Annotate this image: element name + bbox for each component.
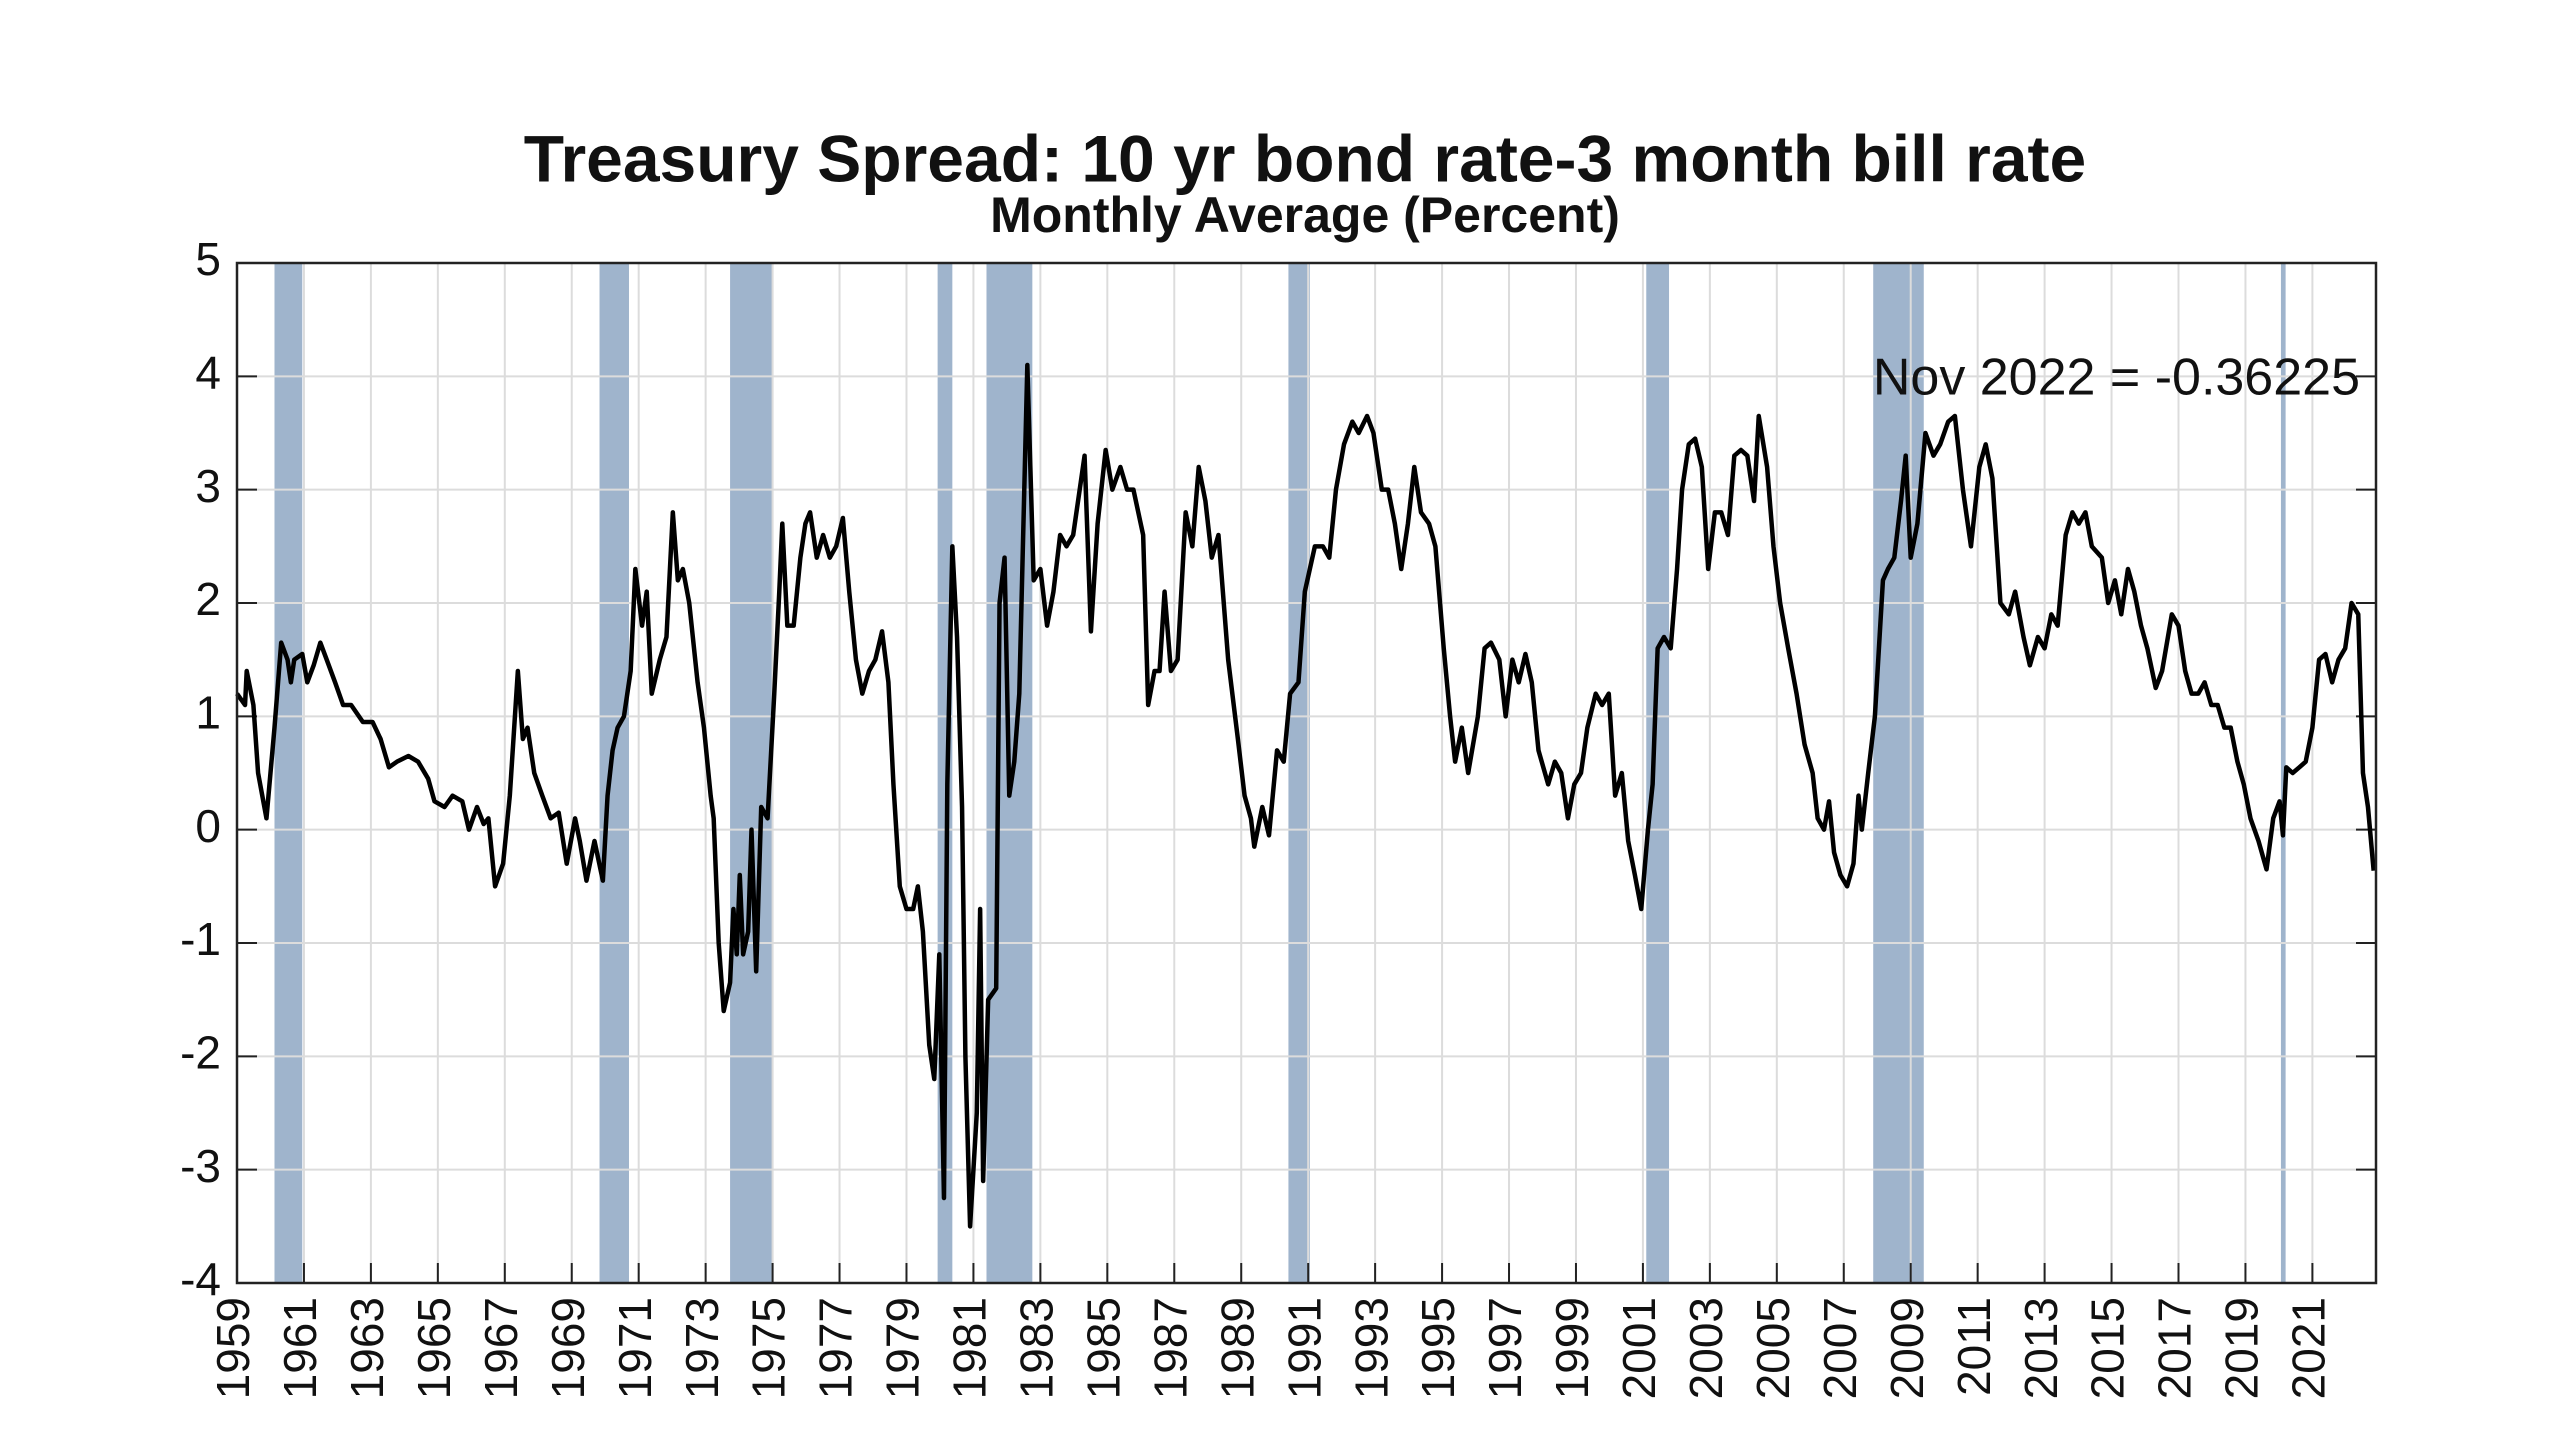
y-tick-label: -3 [180, 1140, 221, 1192]
x-tick-label: 2017 [2149, 1297, 2201, 1399]
x-tick-label: 1969 [542, 1297, 594, 1399]
plot-frame [235, 261, 2378, 1285]
x-tick-label: 2015 [2082, 1297, 2134, 1399]
x-tick-label: 1987 [1144, 1297, 1196, 1399]
x-tick-label: 2007 [1814, 1297, 1866, 1399]
recession-band [1646, 263, 1670, 1283]
y-tick-label: 5 [195, 233, 221, 285]
x-tick-label: 2019 [2216, 1297, 2268, 1399]
x-tick-label: 1967 [475, 1297, 527, 1399]
y-tick-label: 0 [195, 800, 221, 852]
x-tick-label: 2003 [1680, 1297, 1732, 1399]
x-tick-label: 1981 [944, 1297, 996, 1399]
x-tick-label: 2011 [1948, 1297, 2000, 1396]
y-tick-label: -4 [180, 1253, 221, 1305]
x-tick-label: 1985 [1077, 1297, 1129, 1399]
recession-band [274, 263, 303, 1283]
x-tick-label: 1979 [877, 1297, 929, 1399]
x-tick-label: 2001 [1613, 1297, 1665, 1399]
x-tick-label: 1989 [1211, 1297, 1263, 1399]
y-tick-label: 1 [195, 686, 221, 738]
x-tick-label: 1971 [609, 1297, 661, 1399]
recession-bands [274, 263, 2286, 1283]
recession-band [2280, 263, 2286, 1283]
x-tick-label: 1991 [1278, 1297, 1330, 1399]
x-tick-label: 2005 [1747, 1297, 1799, 1399]
recession-band [599, 263, 629, 1283]
y-tick-label: -1 [180, 913, 221, 965]
x-tick-label: 1973 [676, 1297, 728, 1399]
x-tick-label: 1995 [1412, 1297, 1464, 1399]
x-tick-label: 1997 [1479, 1297, 1531, 1399]
annotation: Nov 2022 = -0.36225 [1873, 349, 2360, 407]
x-tick-label: 1963 [341, 1297, 393, 1399]
x-tick-label: 2021 [2283, 1297, 2335, 1399]
x-tick-label: 1975 [743, 1297, 795, 1399]
marks [235, 362, 2376, 1229]
y-tick-label: 2 [195, 573, 221, 625]
x-tick-label: 1999 [1546, 1297, 1598, 1399]
recession-band [1288, 263, 1310, 1283]
data-line [235, 362, 2376, 1229]
x-tick-label: 1965 [408, 1297, 460, 1399]
y-tick-label: -2 [180, 1026, 221, 1078]
recession-band [1873, 263, 1924, 1283]
y-tick-label: 3 [195, 460, 221, 512]
recession-band [730, 263, 773, 1283]
x-tick-label: 1993 [1345, 1297, 1397, 1399]
x-tick-label: 1959 [207, 1297, 259, 1399]
chart-subtitle: Monthly Average (Percent) [990, 187, 1620, 243]
x-tick-label: 2009 [1881, 1297, 1933, 1399]
x-tick-label: 1961 [274, 1297, 326, 1399]
chart-title: Treasury Spread: 10 yr bond rate-3 month… [524, 121, 2086, 195]
x-tick-label: 2013 [2015, 1297, 2067, 1399]
y-tick-label: 4 [195, 346, 221, 398]
x-tick-label: 1977 [810, 1297, 862, 1399]
x-tick-label: 1983 [1011, 1297, 1063, 1399]
